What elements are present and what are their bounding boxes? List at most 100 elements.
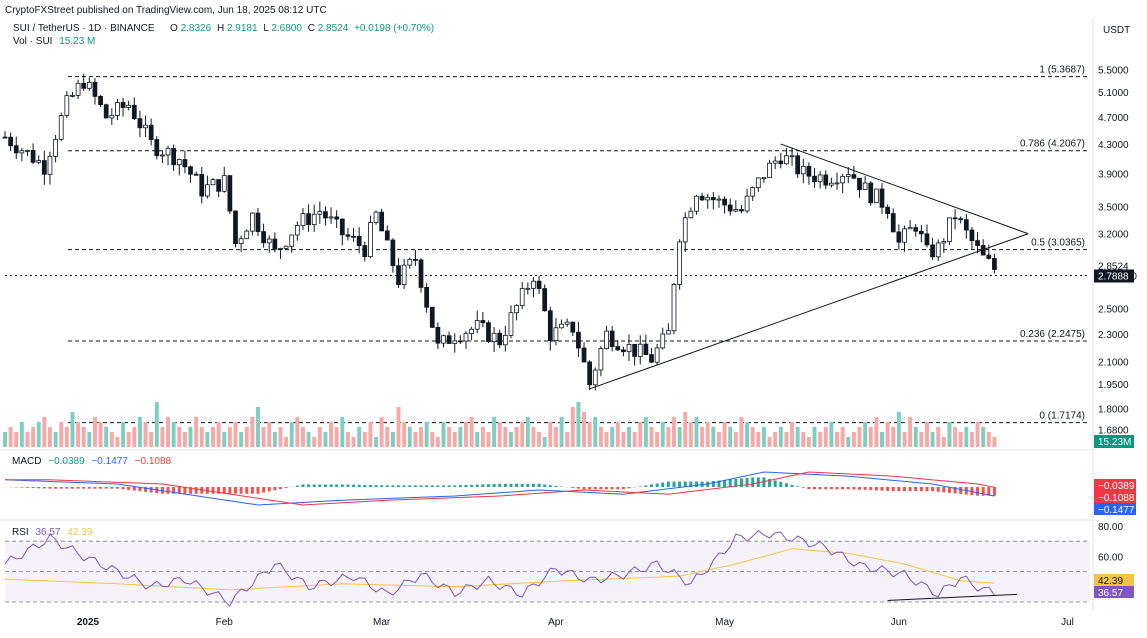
candle-body <box>857 177 862 191</box>
volume-legend-value: 15.23 M <box>59 36 95 47</box>
volume-bar <box>705 422 710 447</box>
macd-histogram-bar <box>846 487 850 490</box>
rsi-line <box>4 529 995 607</box>
volume-bar <box>272 432 277 447</box>
volume-bar <box>312 437 317 447</box>
volume-bar <box>14 432 19 447</box>
candle-body <box>941 241 947 244</box>
volume-bar <box>936 427 941 447</box>
macd-histogram-bar <box>790 484 794 487</box>
trendline-0[interactable] <box>589 233 1029 390</box>
macd-histogram-bar <box>104 487 108 489</box>
candle-body <box>834 182 840 185</box>
candle-body <box>81 82 87 89</box>
volume-bar <box>767 437 772 447</box>
volume-bar <box>19 422 24 447</box>
volume-bar <box>508 432 513 447</box>
volume-bar <box>677 427 682 447</box>
volume-bar <box>542 437 547 447</box>
candle-body <box>193 173 199 176</box>
candle-body <box>154 139 160 157</box>
candle-body <box>778 160 784 165</box>
macd-histogram-bar <box>278 487 282 490</box>
candle-body <box>345 234 351 237</box>
rsi-divergence-line[interactable] <box>887 593 1017 601</box>
price-tick-label-6: 3.2000 <box>1098 230 1129 241</box>
volume-bar <box>143 422 148 447</box>
volume-bar <box>795 427 800 447</box>
volume-bar <box>199 427 204 447</box>
candle-body <box>784 155 789 165</box>
macd-histogram-bar <box>25 487 29 488</box>
macd-histogram-bar <box>678 481 682 487</box>
volume-bar <box>137 417 142 447</box>
volume-bar <box>868 427 873 447</box>
volume-bar <box>317 427 322 447</box>
volume-bar <box>492 417 497 447</box>
volume-bar <box>728 427 733 447</box>
volume-bar <box>896 412 901 447</box>
candle-body <box>75 82 81 96</box>
candle-body <box>424 287 429 308</box>
rsi-tick-0: 80.00 <box>1098 522 1123 533</box>
candle-body <box>542 288 548 312</box>
volume-bar <box>835 432 839 447</box>
time-tick-6: Jul <box>1061 617 1074 628</box>
candle-body <box>407 259 413 266</box>
macd-histogram-bar <box>357 484 361 487</box>
volume-bar <box>98 422 103 447</box>
candle-body <box>896 231 902 243</box>
candle-body <box>643 343 649 356</box>
candle-body <box>750 187 756 197</box>
candle-body <box>705 197 711 201</box>
price-tick-label-3: 4.3000 <box>1098 140 1129 151</box>
macd-histogram-bar <box>841 487 845 490</box>
macd-histogram-bar <box>436 485 440 487</box>
candle-body <box>868 182 874 204</box>
candle-body <box>576 331 581 349</box>
candle-body <box>165 147 171 156</box>
trendline-1[interactable] <box>780 143 1029 235</box>
price-axis[interactable]: 5.5000 5.1000 4.7000 4.3000 3.9000 3.5000 3.20… <box>1094 65 1137 448</box>
volume-bar <box>419 427 423 447</box>
candle-body <box>514 305 519 314</box>
volume-bar <box>953 427 958 447</box>
macd-histogram-bar <box>402 485 406 487</box>
volume-bar <box>885 422 890 447</box>
volume-legend-label: Vol · SUI <box>13 36 52 47</box>
macd-histogram-bar <box>588 487 592 490</box>
macd-histogram-bar <box>835 487 839 490</box>
candle-body <box>587 361 593 386</box>
macd-histogram-bar <box>959 487 963 495</box>
candle-body <box>547 310 553 342</box>
volume-bar <box>87 432 92 447</box>
candle-body <box>525 287 531 290</box>
macd-histogram-bar <box>132 487 136 491</box>
macd-histogram-bar <box>121 487 125 490</box>
volume-bar <box>823 427 828 447</box>
volume-bar <box>649 427 654 447</box>
ohlc-low: 2.6800 <box>271 23 302 34</box>
macd-histogram-bar <box>307 484 311 487</box>
time-axis[interactable]: 2025 Feb Mar Apr May Jun Jul <box>77 617 1074 628</box>
candle-body <box>216 179 221 192</box>
volume-bar <box>666 427 671 447</box>
macd-histogram-bar <box>363 484 367 487</box>
candle-body <box>2 136 8 139</box>
macd-histogram-bar <box>391 485 395 487</box>
volume-bar <box>525 417 530 447</box>
volume-bar <box>368 422 373 447</box>
candle-body <box>86 81 92 89</box>
volume-bar <box>598 427 603 447</box>
volume-bar <box>154 402 159 447</box>
rsi-legend-value-1: 36.57 <box>35 527 60 538</box>
macd-axis-tag-bg-0 <box>1094 479 1136 491</box>
candle-body <box>902 228 907 243</box>
candle-body <box>109 115 115 119</box>
volume-bar <box>947 422 952 447</box>
candle-body <box>266 238 272 244</box>
macd-histogram-bar <box>852 487 856 490</box>
volume-bars <box>3 402 997 447</box>
ohlc-h-label: H <box>217 23 224 34</box>
